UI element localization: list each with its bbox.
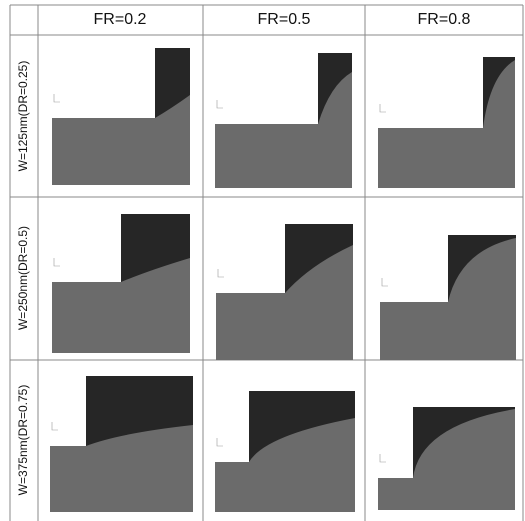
axis-glyph — [52, 422, 58, 430]
axis-glyph — [380, 104, 386, 112]
axis-glyph — [217, 438, 223, 446]
axis-glyph — [54, 94, 60, 102]
axis-glyph — [382, 278, 388, 286]
axis-glyph — [218, 269, 224, 277]
row-label: W=125nm(DR=0.25) — [16, 61, 30, 172]
figure-table: FR=0.2 FR=0.5 FR=0.8 W=125nm(DR=0.25) W=… — [0, 0, 525, 521]
column-header: FR=0.5 — [258, 11, 311, 28]
axis-glyph — [54, 258, 60, 266]
simulation-images — [50, 48, 516, 512]
axis-glyph — [380, 454, 386, 462]
axis-glyph — [217, 100, 223, 108]
column-header: FR=0.2 — [94, 11, 147, 28]
row-label: W=250nm(DR=0.5) — [16, 226, 30, 330]
column-header: FR=0.8 — [418, 11, 471, 28]
row-label: W=375nm(DR=0.75) — [16, 385, 30, 496]
